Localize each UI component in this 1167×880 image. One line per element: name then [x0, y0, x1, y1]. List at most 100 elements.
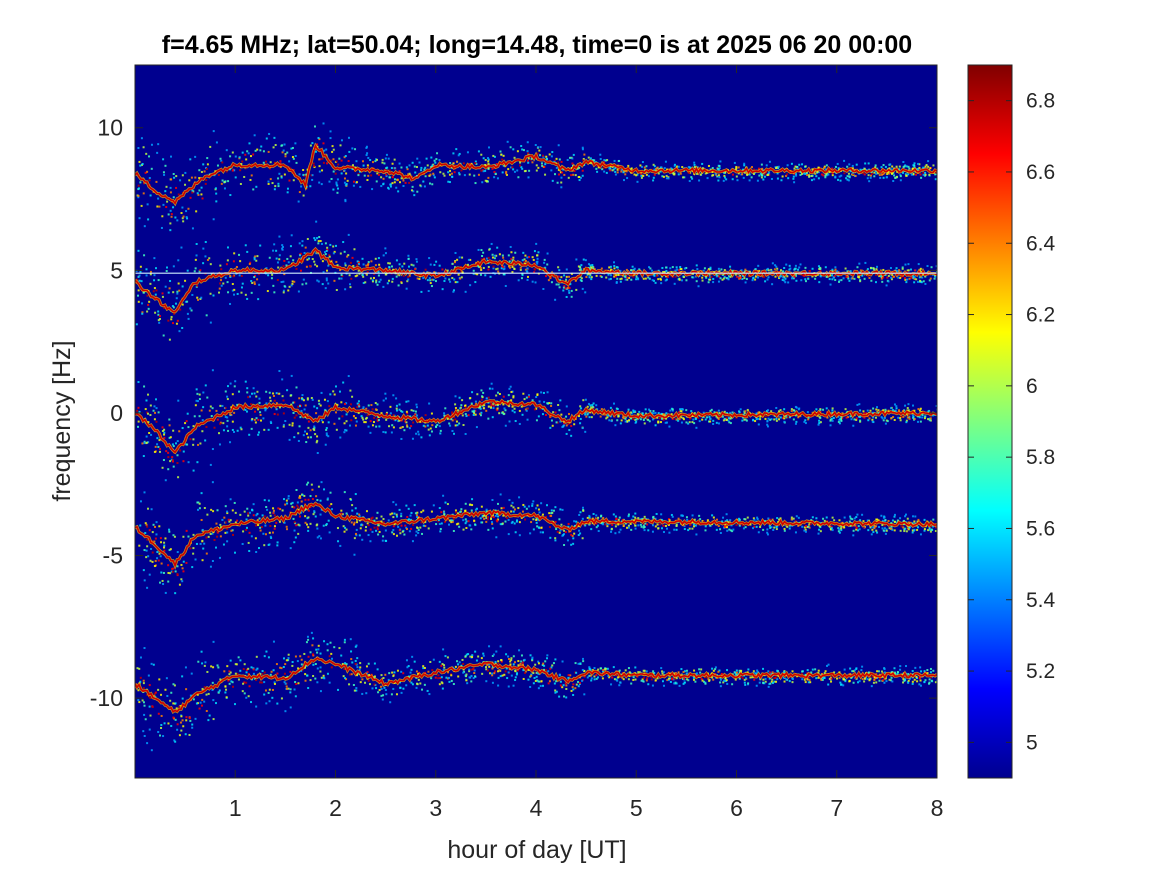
speckle-pixel: [221, 161, 224, 164]
speckle-pixel: [527, 176, 530, 179]
speckle-pixel: [786, 164, 789, 167]
speckle-pixel: [153, 257, 156, 260]
speckle-pixel: [175, 186, 178, 189]
speckle-pixel: [254, 274, 257, 277]
speckle-pixel: [370, 517, 373, 520]
speckle-pixel: [202, 262, 205, 265]
speckle-pixel: [460, 413, 463, 416]
speckle-pixel: [859, 280, 862, 283]
speckle-pixel: [321, 260, 324, 263]
speckle-pixel: [511, 259, 514, 262]
speckle-pixel: [287, 261, 290, 264]
speckle-pixel: [305, 441, 308, 444]
speckle-pixel: [273, 527, 276, 530]
speckle-pixel: [252, 514, 255, 517]
speckle-pixel: [836, 270, 839, 273]
speckle-pixel: [382, 399, 385, 402]
speckle-pixel: [736, 275, 739, 278]
speckle-pixel: [855, 516, 858, 519]
speckle-pixel: [681, 408, 684, 411]
speckle-pixel: [744, 410, 747, 413]
speckle-pixel: [889, 266, 892, 269]
speckle-pixel: [513, 522, 516, 525]
speckle-pixel: [719, 528, 722, 531]
speckle-pixel: [502, 395, 505, 398]
speckle-pixel: [140, 280, 143, 283]
speckle-pixel: [642, 174, 645, 177]
speckle-pixel: [316, 527, 319, 530]
speckle-pixel: [664, 524, 667, 527]
speckle-pixel: [917, 526, 920, 529]
speckle-pixel: [521, 510, 524, 513]
speckle-pixel: [159, 537, 162, 540]
speckle-pixel: [814, 274, 817, 277]
speckle-pixel: [522, 149, 525, 152]
speckle-pixel: [343, 156, 346, 159]
speckle-pixel: [250, 419, 253, 422]
speckle-pixel: [834, 165, 837, 168]
speckle-pixel: [530, 157, 533, 160]
speckle-pixel: [141, 442, 144, 445]
speckle-pixel: [455, 270, 458, 273]
speckle-pixel: [643, 529, 646, 532]
speckle-pixel: [305, 483, 308, 486]
speckle-pixel: [275, 257, 278, 260]
speckle-pixel: [340, 159, 343, 162]
speckle-pixel: [310, 483, 313, 486]
speckle-pixel: [212, 130, 215, 133]
speckle-pixel: [326, 497, 329, 500]
speckle-pixel: [383, 162, 386, 165]
speckle-pixel: [904, 173, 907, 176]
speckle-pixel: [279, 508, 282, 511]
speckle-pixel: [814, 277, 817, 280]
speckle-pixel: [618, 168, 621, 171]
speckle-pixel: [906, 407, 909, 410]
speckle-pixel: [260, 526, 263, 529]
speckle-pixel: [863, 277, 866, 280]
speckle-pixel: [478, 412, 481, 415]
speckle-pixel: [389, 405, 392, 408]
speckle-pixel: [248, 262, 251, 265]
speckle-pixel: [402, 184, 405, 187]
speckle-pixel: [795, 174, 798, 177]
speckle-pixel: [840, 279, 843, 282]
speckle-pixel: [313, 511, 316, 514]
speckle-pixel: [229, 275, 232, 278]
speckle-pixel: [307, 420, 310, 423]
speckle-pixel: [278, 370, 281, 373]
speckle-pixel: [881, 417, 884, 420]
speckle-pixel: [487, 167, 490, 170]
speckle-pixel: [563, 533, 566, 536]
speckle-pixel: [863, 416, 866, 419]
speckle-pixel: [204, 255, 207, 258]
speckle-pixel: [707, 268, 710, 271]
speckle-pixel: [578, 166, 581, 169]
speckle-pixel: [426, 164, 429, 167]
speckle-pixel: [792, 277, 795, 280]
speckle-pixel: [278, 406, 281, 409]
speckle-pixel: [798, 163, 801, 166]
speckle-pixel: [779, 416, 782, 419]
speckle-pixel: [647, 276, 650, 279]
speckle-pixel: [431, 424, 434, 427]
speckle-pixel: [251, 417, 254, 420]
speckle-pixel: [565, 268, 568, 271]
speckle-pixel: [764, 417, 767, 420]
speckle-pixel: [518, 521, 521, 524]
speckle-pixel: [614, 525, 617, 528]
speckle-pixel: [209, 565, 212, 568]
speckle-pixel: [729, 422, 732, 425]
speckle-pixel: [457, 273, 460, 276]
speckle-pixel: [222, 422, 225, 425]
speckle-pixel: [707, 281, 710, 284]
speckle-pixel: [687, 529, 690, 532]
speckle-pixel: [163, 549, 166, 552]
speckle-pixel: [229, 413, 232, 416]
speckle-pixel: [424, 175, 427, 178]
speckle-pixel: [734, 273, 737, 276]
speckle-pixel: [504, 284, 507, 287]
speckle-pixel: [313, 166, 316, 169]
speckle-pixel: [882, 268, 885, 271]
speckle-pixel: [439, 171, 442, 174]
speckle-pixel: [401, 265, 404, 268]
